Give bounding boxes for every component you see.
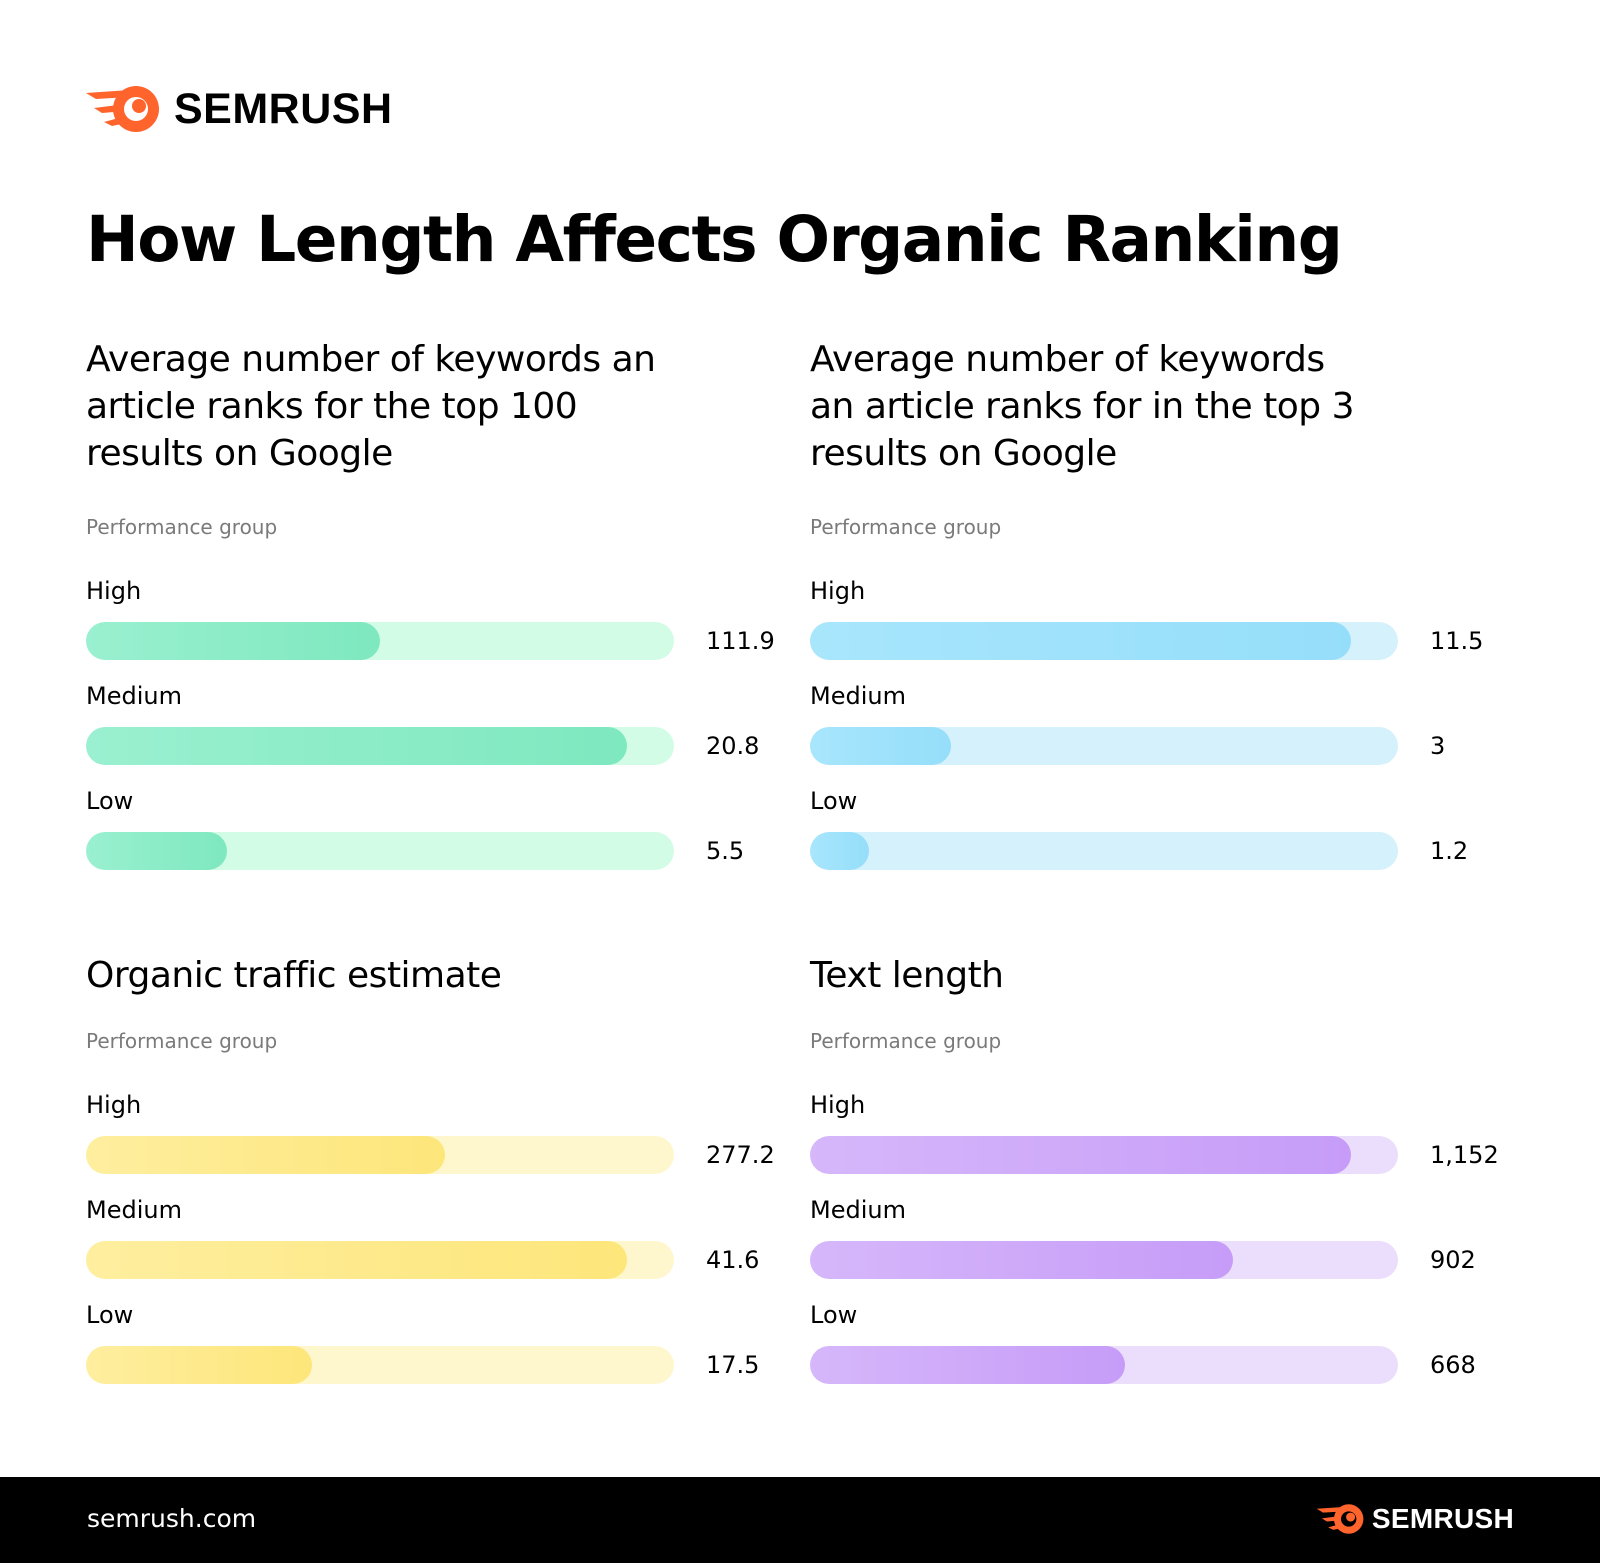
category-label: High xyxy=(86,577,142,605)
bar-high xyxy=(86,1136,445,1174)
bar-track xyxy=(86,1346,674,1384)
category-label: High xyxy=(86,1091,142,1119)
chart-keywords-top-100: Average number of keywords an article ra… xyxy=(86,336,775,891)
semrush-fireball-icon xyxy=(86,86,159,132)
logo-wordmark: SEMRUSH xyxy=(174,84,393,133)
chart-keywords-top-3: Average number of keywords an article ra… xyxy=(810,336,1490,891)
category-label: Medium xyxy=(810,1196,906,1224)
bar-row-high: High 111.9 xyxy=(86,576,775,676)
bar-track xyxy=(810,727,1398,765)
chart-subtitle: Performance group xyxy=(810,515,1002,539)
bar-row-low: Low 668 xyxy=(810,1300,1490,1400)
category-label: High xyxy=(810,1091,866,1119)
category-label: High xyxy=(810,577,866,605)
page-title: How Length Affects Organic Ranking xyxy=(86,203,1343,276)
bar-row-high: High 1,152 xyxy=(810,1090,1499,1190)
value-label: 1,152 xyxy=(1430,1141,1499,1169)
category-label: Low xyxy=(810,787,858,815)
bar-row-high: High 11.5 xyxy=(810,576,1490,676)
category-label: Low xyxy=(86,1301,134,1329)
value-label: 5.5 xyxy=(706,837,745,865)
bar-medium xyxy=(86,727,627,765)
bar-track xyxy=(86,727,674,765)
category-label: Low xyxy=(86,787,134,815)
footer-logo-wordmark: SEMRUSH xyxy=(1371,1503,1514,1534)
chart-subtitle: Performance group xyxy=(86,515,278,539)
bar-track xyxy=(810,1136,1398,1174)
bar-low xyxy=(86,832,227,870)
chart-subtitle: Performance group xyxy=(810,1029,1002,1053)
semrush-logo: SEMRUSH xyxy=(86,84,393,134)
bar-row-low: Low 17.5 xyxy=(86,1300,766,1400)
value-label: 111.9 xyxy=(706,627,775,655)
bar-track xyxy=(86,1241,674,1279)
bar-row-high: High 277.2 xyxy=(86,1090,775,1190)
bar-high xyxy=(86,622,380,660)
chart-organic-traffic: Organic traffic estimate Performance grou… xyxy=(86,952,775,1402)
bar-low xyxy=(810,832,869,870)
value-label: 1.2 xyxy=(1430,837,1469,865)
bar-high xyxy=(810,1136,1351,1174)
bar-track xyxy=(810,1241,1398,1279)
footer-semrush-logo: SEMRUSH xyxy=(1316,1503,1514,1535)
bar-low xyxy=(810,1346,1125,1384)
category-label: Medium xyxy=(86,682,182,710)
bar-row-medium: Medium 3 xyxy=(810,681,1490,781)
value-label: 902 xyxy=(1430,1246,1476,1274)
category-label: Low xyxy=(810,1301,858,1329)
bar-row-medium: Medium 902 xyxy=(810,1195,1490,1295)
footer: semrush.com SEMRUSH xyxy=(0,1477,1600,1563)
category-label: Medium xyxy=(810,682,906,710)
semrush-fireball-icon xyxy=(1316,1504,1364,1534)
bar-track xyxy=(810,1346,1398,1384)
value-label: 668 xyxy=(1430,1351,1476,1379)
bar-track xyxy=(86,832,674,870)
chart-title: Text length xyxy=(810,955,1004,996)
bar-medium xyxy=(810,727,951,765)
value-label: 277.2 xyxy=(706,1141,775,1169)
bar-track xyxy=(810,832,1398,870)
bar-row-medium: Medium 20.8 xyxy=(86,681,766,781)
chart-subtitle: Performance group xyxy=(86,1029,278,1053)
footer-url[interactable]: semrush.com xyxy=(87,1504,257,1533)
value-label: 20.8 xyxy=(706,732,760,760)
bar-medium xyxy=(86,1241,627,1279)
bar-row-low: Low 5.5 xyxy=(86,786,766,886)
chart-title: Average number of keywords an article ra… xyxy=(86,339,656,474)
chart-title: Average number of keywords an article ra… xyxy=(810,339,1354,474)
chart-title: Organic traffic estimate xyxy=(86,955,502,996)
bar-row-low: Low 1.2 xyxy=(810,786,1490,886)
bar-high xyxy=(810,622,1351,660)
bar-track xyxy=(86,622,674,660)
value-label: 41.6 xyxy=(706,1246,760,1274)
bar-track xyxy=(86,1136,674,1174)
value-label: 11.5 xyxy=(1430,627,1484,655)
chart-text-length: Text length Performance group High 1,152 Med… xyxy=(810,952,1499,1402)
bar-low xyxy=(86,1346,312,1384)
value-label: 3 xyxy=(1430,732,1446,760)
bar-medium xyxy=(810,1241,1233,1279)
category-label: Medium xyxy=(86,1196,182,1224)
bar-row-medium: Medium 41.6 xyxy=(86,1195,766,1295)
value-label: 17.5 xyxy=(706,1351,760,1379)
bar-track xyxy=(810,622,1398,660)
